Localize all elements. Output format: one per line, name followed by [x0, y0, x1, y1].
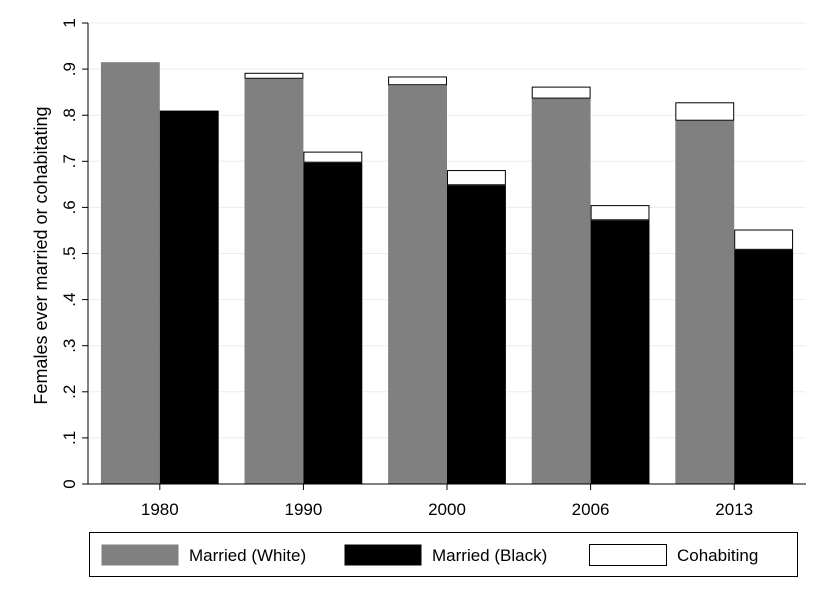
bar-married-black	[303, 162, 363, 485]
bar-married-white	[531, 98, 591, 484]
x-tick-label: 2013	[715, 500, 753, 519]
bar-cohabiting-white	[531, 86, 591, 99]
bar-married-black	[447, 185, 506, 484]
y-tick-label: .9	[60, 62, 79, 76]
legend-label: Cohabiting	[677, 546, 758, 565]
x-tick-label: 2006	[572, 500, 610, 519]
y-axis-ticks: 0 .1 .2 .3 .4 .5 .6 .7 .8 .9 1	[60, 18, 88, 489]
bar-cohabiting-white	[388, 76, 447, 86]
bar-cohabiting-black	[447, 170, 506, 186]
y-tick-label: 0	[60, 479, 79, 488]
y-tick-label: .1	[60, 431, 79, 445]
legend-box	[89, 532, 798, 577]
x-axis-ticks: 1980 1990 2000 2006 2013	[141, 484, 753, 519]
bars	[100, 62, 794, 485]
y-axis-title: Females ever married or cohabitating	[31, 106, 51, 404]
bar-married-black	[734, 249, 794, 484]
bar-cohabiting-black	[590, 205, 650, 221]
bar-married-white	[388, 85, 447, 485]
y-tick-label: 1	[60, 18, 79, 27]
y-tick-label: .2	[60, 385, 79, 399]
bar-cohabiting-white	[675, 102, 735, 121]
y-tick-label: .7	[60, 154, 79, 168]
x-tick-label: 2000	[428, 500, 466, 519]
x-tick-label: 1980	[141, 500, 179, 519]
y-tick-label: .8	[60, 108, 79, 122]
bar-cohabiting-white	[244, 72, 304, 79]
legend-swatch	[589, 544, 667, 566]
legend: Married (White) Married (Black) Cohabiting	[89, 532, 798, 577]
bar-married-black	[590, 220, 650, 485]
legend-label: Married (White)	[189, 546, 306, 565]
bar-married-black	[159, 110, 219, 484]
bar-married-white	[100, 62, 160, 485]
bar-cohabiting-black	[303, 151, 363, 163]
y-tick-label: .5	[60, 246, 79, 260]
legend-label: Married (Black)	[432, 546, 547, 565]
y-tick-label: .6	[60, 200, 79, 214]
x-tick-label: 1990	[284, 500, 322, 519]
y-tick-label: .4	[60, 293, 79, 307]
bar-cohabiting-black	[734, 229, 794, 250]
bar-married-white	[244, 78, 304, 484]
legend-swatch	[101, 544, 179, 566]
y-tick-label: .3	[60, 339, 79, 353]
legend-swatch	[344, 544, 422, 566]
bar-married-white	[675, 120, 735, 485]
